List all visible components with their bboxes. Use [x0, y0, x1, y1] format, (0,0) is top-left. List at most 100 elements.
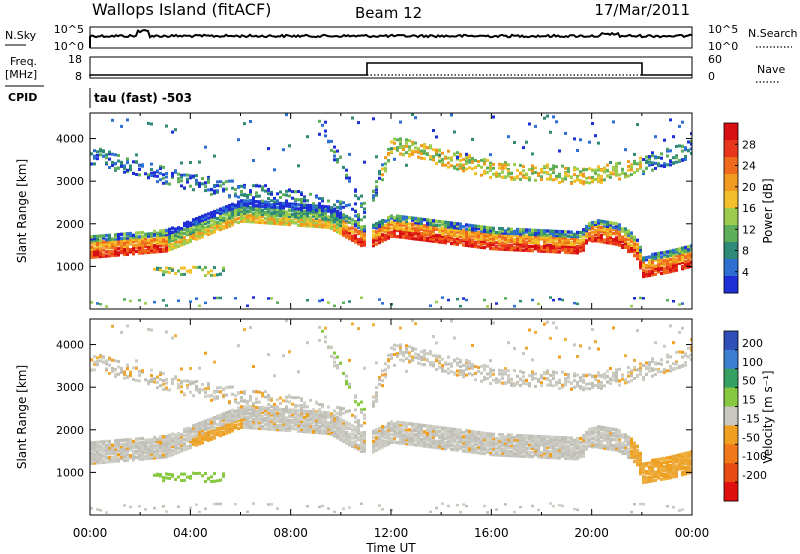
power-echo-cell: [408, 145, 411, 149]
power-echo-cell: [429, 222, 432, 227]
velocity-echo-cell: [438, 429, 441, 434]
power-echo-cell: [492, 232, 495, 237]
power-echo-marks: [90, 113, 692, 308]
power-echo-cell: [126, 157, 129, 161]
power-echo-cell: [273, 219, 276, 223]
velocity-echo-cell: [381, 379, 384, 383]
velocity-echo-cell: [162, 476, 165, 479]
power-echo-cell: [390, 220, 393, 224]
power-noise-cell: [411, 113, 414, 116]
power-echo-cell: [429, 228, 432, 233]
velocity-echo-cell: [279, 417, 282, 422]
velocity-echo-cell: [210, 398, 213, 402]
power-noise-cell: [678, 124, 681, 128]
velocity-echo-cell: [288, 426, 291, 431]
power-ground-cell: [90, 301, 93, 304]
velocity-echo-cell: [360, 447, 363, 451]
velocity-echo-cell: [165, 445, 168, 449]
power-echo-cell: [657, 163, 660, 167]
velocity-echo-cell: [459, 428, 462, 432]
power-echo-cell: [210, 269, 213, 273]
velocity-echo-cell: [429, 441, 432, 445]
velocity-echo-cell: [138, 451, 141, 455]
velocity-echo-cell: [102, 440, 105, 444]
power-echo-cell: [507, 168, 510, 171]
power-echo-cell: [213, 216, 216, 220]
velocity-echo-cell: [411, 434, 414, 438]
power-echo-cell: [642, 272, 645, 276]
power-echo-cell: [651, 263, 654, 267]
velocity-echo-cell: [141, 443, 144, 447]
power-echo-cell: [102, 154, 105, 158]
power-echo-cell: [213, 228, 216, 232]
velocity-echo-cell: [264, 412, 267, 417]
power-echo-cell: [606, 236, 609, 241]
power-echo-cell: [531, 238, 534, 243]
power-echo-cell: [402, 152, 405, 156]
velocity-echo-cell: [114, 373, 117, 376]
power-echo-cell: [147, 234, 150, 238]
power-echo-cell: [474, 244, 477, 249]
power-echo-cell: [459, 154, 462, 158]
power-echo-cell: [231, 202, 234, 207]
power-echo-cell: [420, 225, 423, 230]
velocity-echo-cell: [132, 458, 135, 462]
velocity-echo-cell: [153, 454, 156, 458]
velocity-echo-cell: [210, 475, 213, 479]
velocity-echo-cell: [402, 437, 405, 441]
velocity-echo-cell: [159, 384, 162, 388]
velocity-echo-cell: [171, 442, 174, 447]
velocity-echo-cell: [399, 345, 402, 349]
velocity-echo-cell: [237, 414, 240, 418]
power-echo-cell: [213, 220, 216, 224]
power-echo-cell: [537, 230, 540, 235]
power-echo-cell: [561, 230, 564, 234]
velocity-echo-cell: [336, 425, 339, 430]
power-echo-cell: [489, 240, 492, 244]
velocity-echo-cell: [255, 416, 258, 420]
power-echo-cell: [165, 270, 168, 274]
power-echo-cell: [669, 263, 672, 268]
velocity-echo-cell: [225, 417, 228, 421]
power-echo-cell: [96, 240, 99, 245]
power-echo-cell: [282, 193, 285, 197]
power-echo-cell: [453, 232, 456, 236]
velocity-echo-cell: [264, 408, 267, 413]
power-echo-cell: [423, 149, 426, 153]
power-echo-cell: [549, 173, 552, 177]
power-echo-cell: [453, 229, 456, 234]
velocity-echo-cell: [234, 413, 237, 417]
velocity-echo-cell: [162, 439, 165, 443]
power-echo-cell: [414, 216, 417, 221]
power-echo-cell: [459, 238, 462, 243]
velocity-echo-cell: [378, 382, 381, 386]
power-echo-cell: [321, 204, 324, 209]
power-echo-cell: [114, 253, 117, 257]
power-echo-cell: [660, 265, 663, 269]
velocity-echo-cell: [321, 423, 324, 427]
power-echo-cell: [357, 225, 360, 230]
velocity-echo-cell: [105, 456, 108, 460]
power-echo-cell: [489, 168, 492, 172]
power-echo-cell: [165, 175, 168, 179]
power-echo-cell: [600, 219, 603, 223]
power-echo-cell: [249, 219, 252, 224]
power-echo-cell: [543, 249, 546, 253]
velocity-echo-cell: [129, 437, 132, 442]
power-echo-cell: [375, 238, 378, 242]
power-echo-cell: [555, 231, 558, 236]
velocity-echo-cell: [384, 435, 387, 440]
power-echo-cell: [552, 237, 555, 242]
velocity-echo-cell: [216, 390, 219, 394]
power-echo-cell: [207, 271, 210, 275]
power-echo-cell: [411, 224, 414, 228]
power-echo-cell: [162, 233, 165, 237]
power-echo-cell: [288, 212, 291, 216]
power-echo-cell: [561, 238, 564, 242]
velocity-echo-cell: [180, 441, 183, 445]
velocity-echo-cell: [342, 407, 345, 411]
velocity-echo-cell: [321, 412, 324, 417]
power-echo-cell: [96, 250, 99, 255]
power-echo-cell: [156, 249, 159, 254]
power-echo-cell: [198, 181, 201, 185]
